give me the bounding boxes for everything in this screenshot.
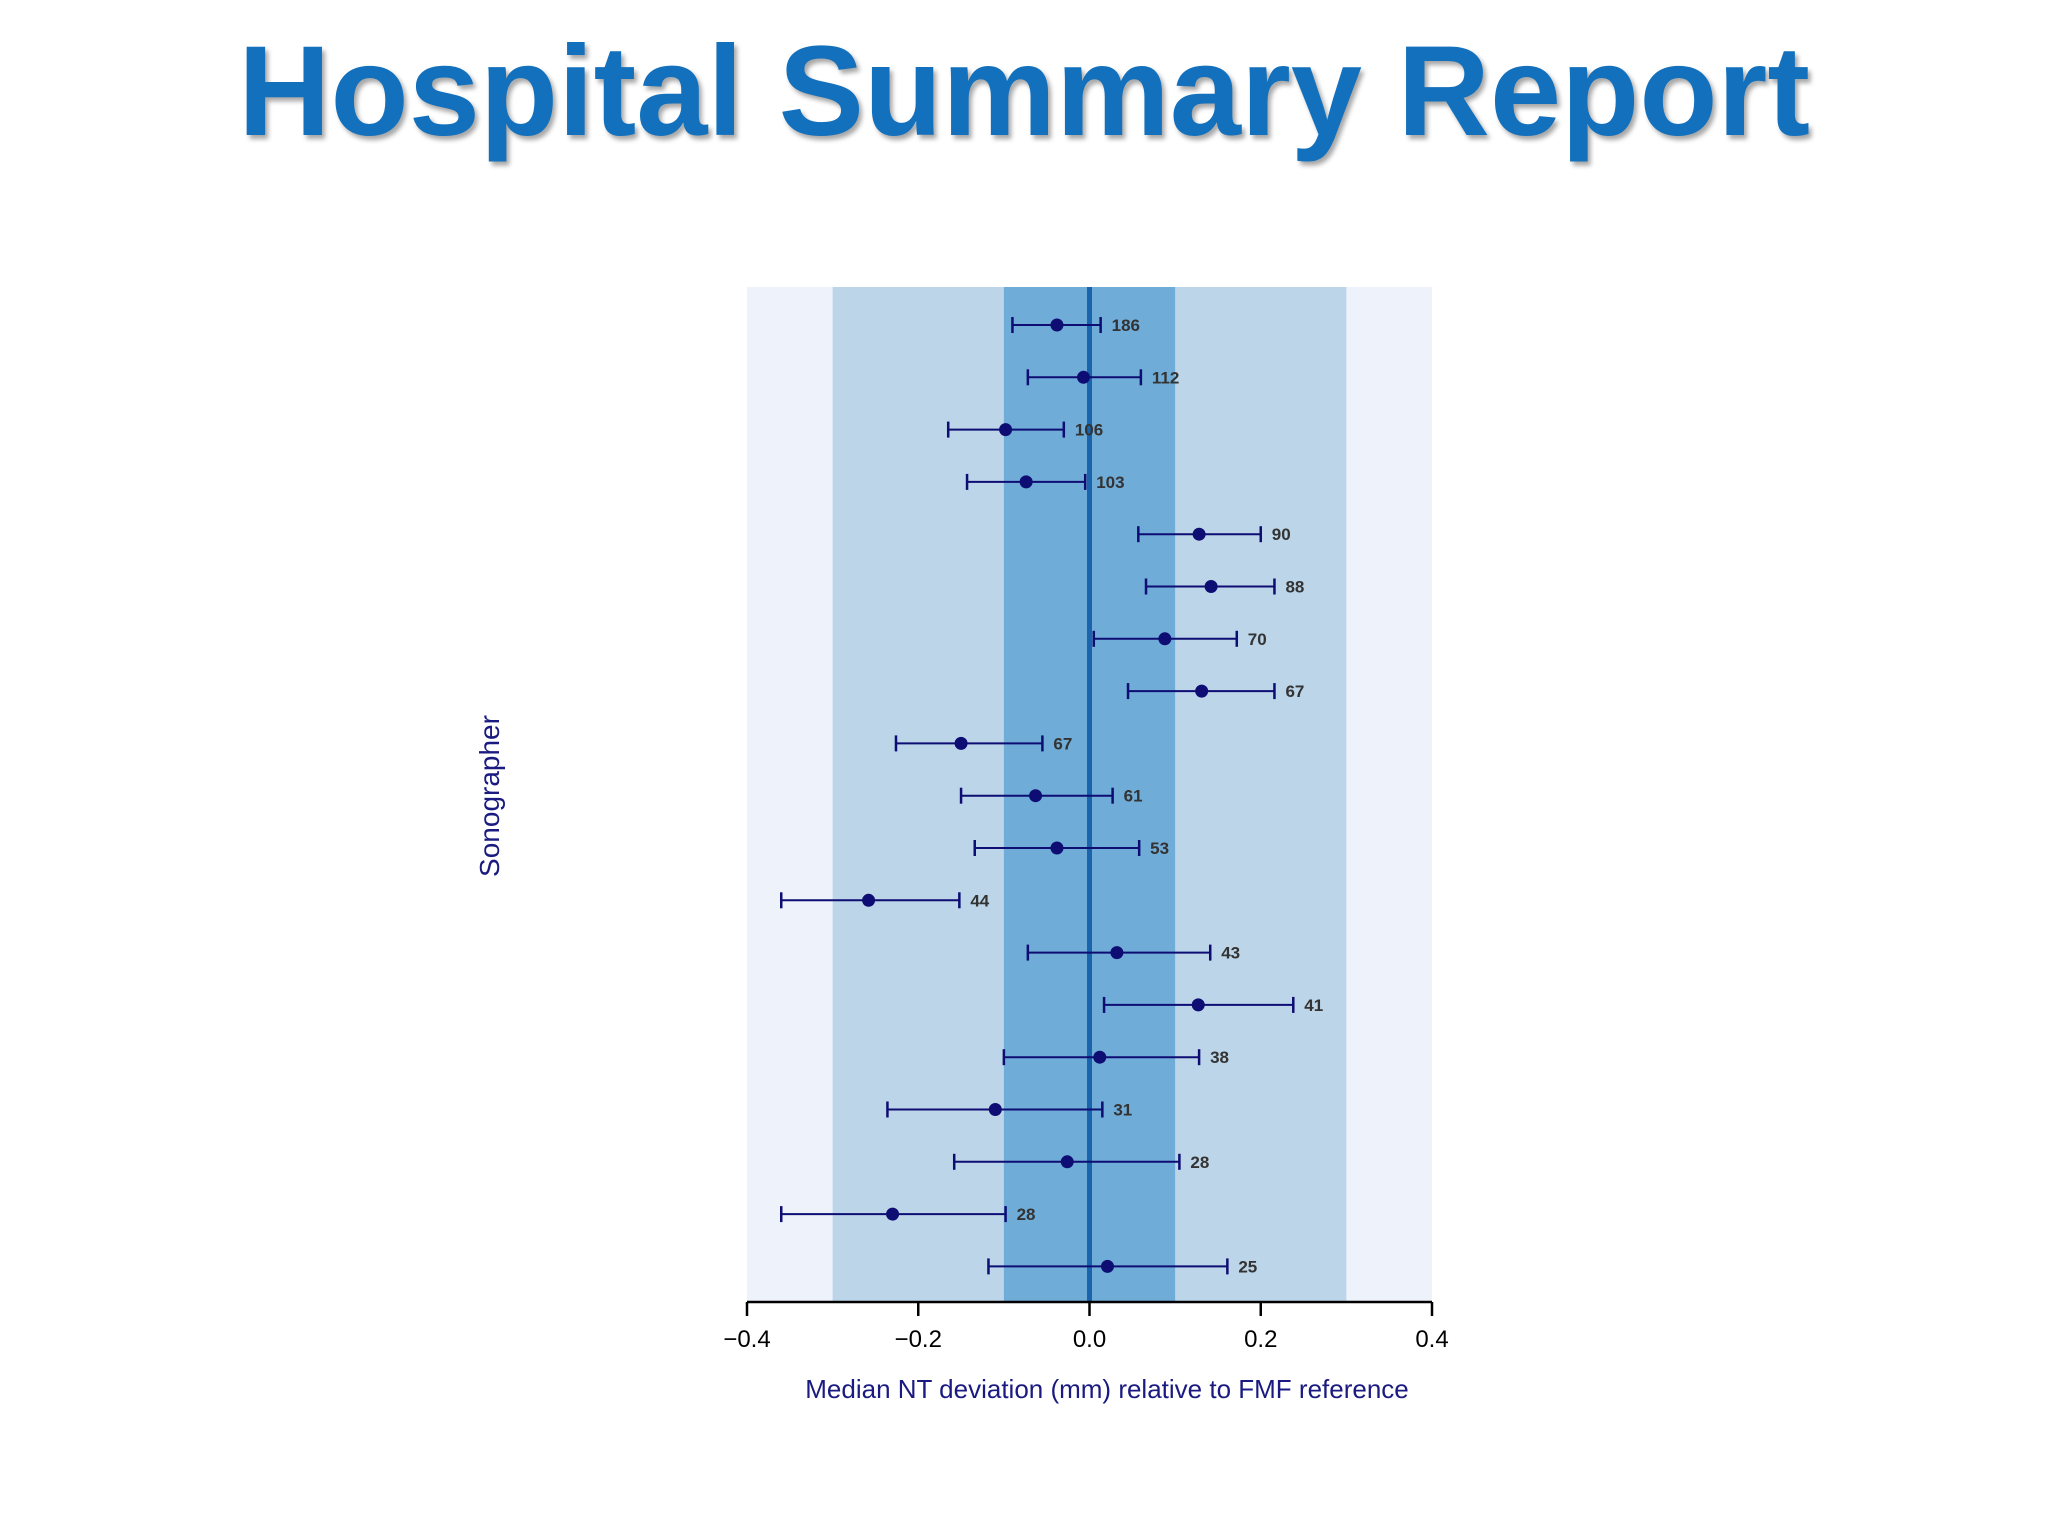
- x-axis-label: Median NT deviation (mm) relative to FMF…: [805, 1374, 1409, 1404]
- median-point: [1204, 580, 1218, 593]
- sonographer-points: 186 112 106 103 90 88 70 67 67 61 53 44 43 41 38 31 28 28…: [780, 316, 1323, 1276]
- sonographer-row: 28: [780, 1205, 1036, 1224]
- count-label: 112: [1152, 368, 1179, 387]
- sonographer-row: 25: [987, 1257, 1257, 1276]
- slide-title: Hospital Summary Report: [238, 20, 1810, 163]
- median-point: [1110, 946, 1124, 960]
- median-point: [886, 1207, 900, 1221]
- median-point: [1019, 475, 1033, 489]
- median-point: [1077, 370, 1091, 384]
- median-point: [1100, 1259, 1114, 1273]
- y-axis-label: Sonographer: [474, 715, 505, 877]
- count-label: 106: [1075, 421, 1103, 440]
- sonographer-row: 41: [1102, 996, 1323, 1015]
- x-axis: −0.4 −0.2 0.0 0.2 0.4: [723, 1300, 1449, 1353]
- count-label: 90: [1272, 525, 1291, 544]
- count-label: 88: [1285, 578, 1304, 597]
- sonographer-row: 90: [1137, 525, 1291, 544]
- count-label: 28: [1017, 1205, 1036, 1224]
- x-tick-label: 0.2: [1244, 1326, 1277, 1353]
- count-label: 38: [1210, 1048, 1229, 1067]
- count-label: 103: [1096, 473, 1124, 492]
- x-tick-label: 0.4: [1415, 1326, 1448, 1353]
- sonographer-row: 28: [952, 1153, 1209, 1172]
- median-point: [1060, 1155, 1074, 1169]
- sonographer-row: 67: [1126, 682, 1304, 701]
- sonographer-row: 186: [1011, 316, 1140, 335]
- median-point: [1093, 1050, 1107, 1064]
- median-point: [1158, 632, 1172, 646]
- median-point: [1050, 841, 1064, 855]
- median-point: [862, 893, 876, 907]
- count-label: 70: [1248, 630, 1267, 649]
- sonographer-row: 38: [1002, 1048, 1229, 1067]
- count-label: 67: [1053, 734, 1072, 753]
- sonographer-row: 53: [973, 839, 1169, 858]
- median-point: [1192, 527, 1206, 541]
- sonographer-row: 88: [1144, 578, 1304, 597]
- median-point: [1029, 789, 1043, 803]
- count-label: 67: [1285, 682, 1304, 701]
- median-point: [1191, 998, 1205, 1012]
- count-label: 43: [1221, 944, 1240, 963]
- count-label: 41: [1304, 996, 1323, 1015]
- median-point: [988, 1103, 1002, 1116]
- x-tick-label: 0.0: [1073, 1326, 1106, 1353]
- sonographer-row: 106: [946, 421, 1103, 440]
- sonographer-row: 103: [965, 473, 1125, 492]
- median-point: [954, 736, 968, 750]
- median-point: [1195, 684, 1209, 698]
- count-label: 25: [1238, 1257, 1257, 1276]
- sonographer-row: 67: [894, 734, 1072, 753]
- count-label: 53: [1150, 839, 1169, 858]
- sonographer-row: 61: [959, 787, 1143, 806]
- count-label: 61: [1124, 787, 1143, 806]
- count-label: 31: [1113, 1101, 1132, 1120]
- count-label: 28: [1190, 1153, 1209, 1172]
- sonographer-row: 44: [780, 891, 990, 910]
- x-tick-label: −0.2: [895, 1326, 942, 1353]
- sonographer-row: 112: [1026, 368, 1179, 387]
- x-tick-label: −0.4: [723, 1326, 770, 1353]
- median-point: [1050, 318, 1064, 332]
- median-point: [999, 423, 1013, 437]
- count-label: 186: [1112, 316, 1140, 335]
- count-label: 44: [970, 891, 989, 910]
- sonographer-row: 31: [886, 1101, 1132, 1120]
- sonographer-row: 70: [1092, 630, 1267, 649]
- sonographer-row: 43: [1026, 944, 1240, 963]
